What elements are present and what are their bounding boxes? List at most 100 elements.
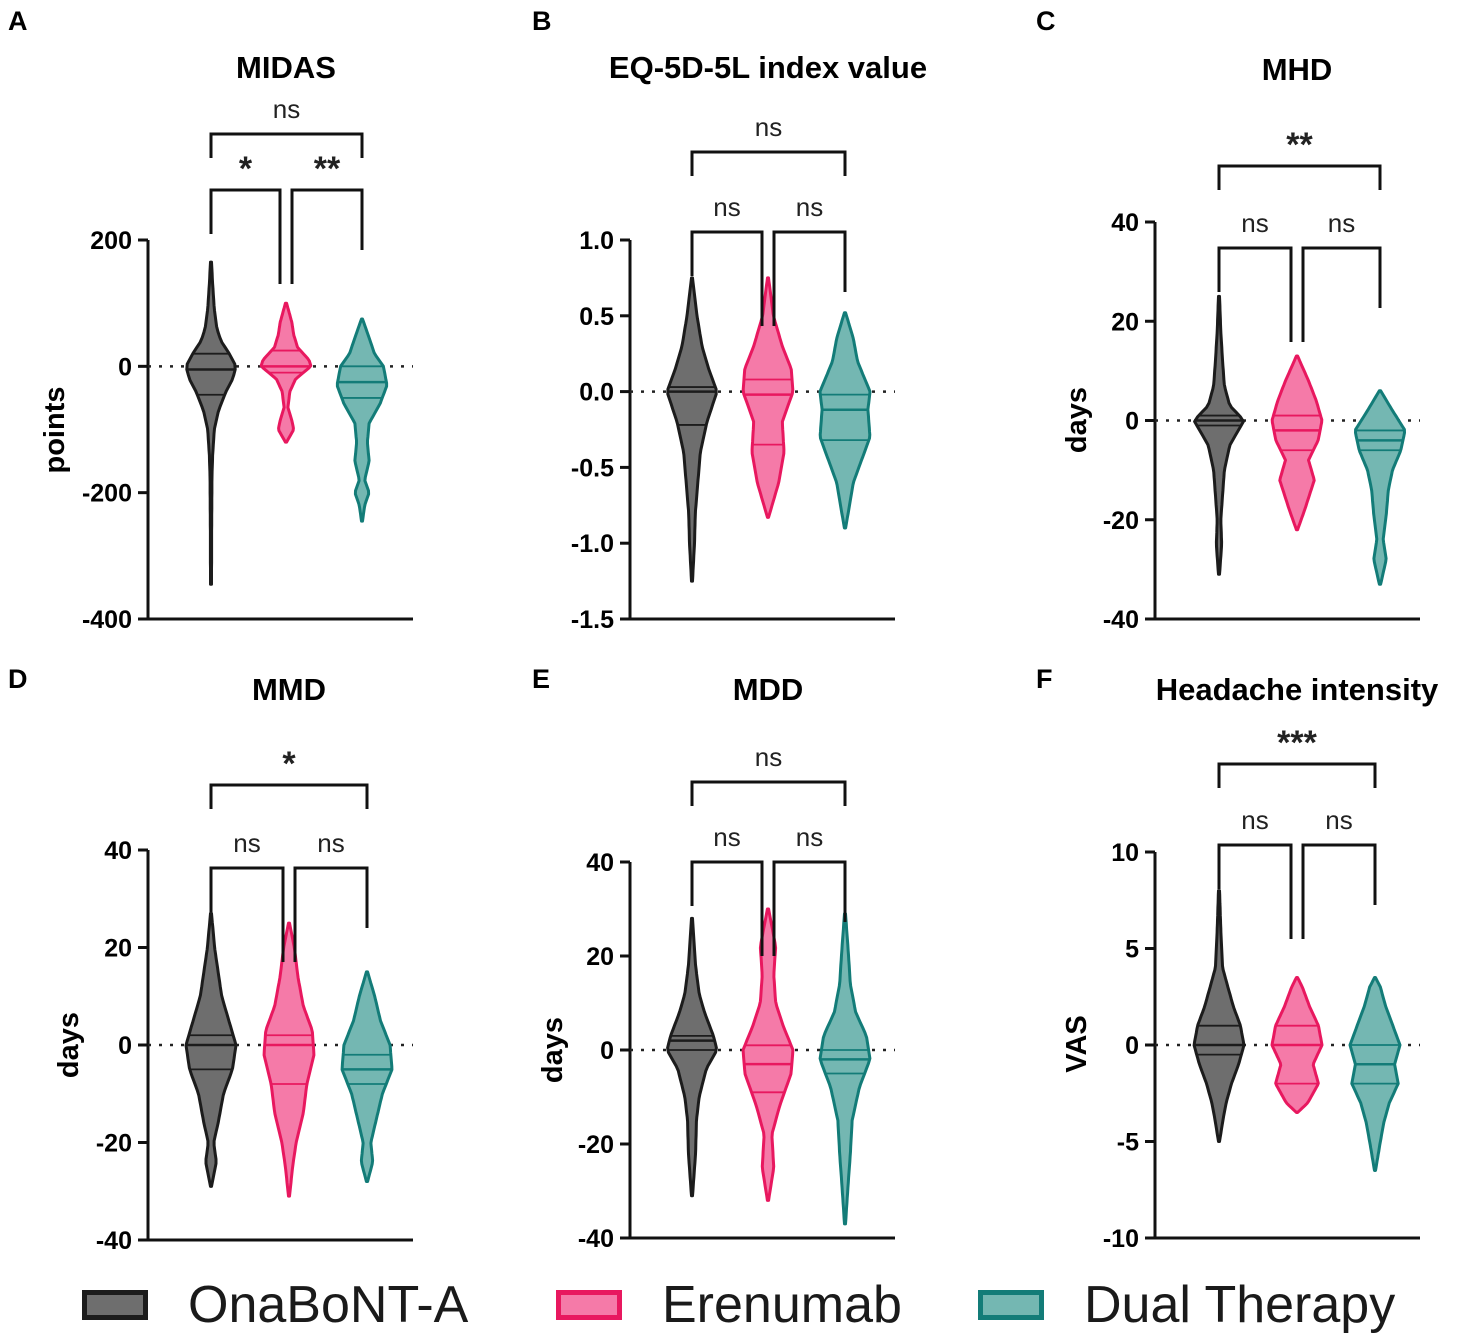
legend-swatch-erenumab <box>556 1290 622 1320</box>
legend-label-onabont: OnaBoNT-A <box>188 1276 469 1334</box>
y-tick-label: 20 <box>586 943 614 971</box>
significance-label: ns <box>317 828 344 858</box>
violin-body <box>262 921 316 1198</box>
bracket-line <box>690 860 764 956</box>
significance-label: ** <box>314 150 341 188</box>
significance-label: ns <box>755 112 782 142</box>
violin-erenumab <box>1270 354 1324 532</box>
panel-title: MIDAS <box>236 50 336 85</box>
violin-onabont <box>185 260 237 586</box>
y-tick-label: 0.0 <box>579 379 614 407</box>
y-axis-label: days <box>1061 387 1093 453</box>
significance-label: ns <box>755 742 782 772</box>
violin-body <box>335 317 389 523</box>
legend-label-erenumab: Erenumab <box>662 1276 902 1334</box>
y-tick-label: 0 <box>600 1037 614 1065</box>
violin-erenumab <box>259 301 313 444</box>
violin-erenumab <box>741 276 795 519</box>
bracket-line <box>690 230 764 326</box>
y-tick-label: -40 <box>578 1225 614 1253</box>
significance-bracket: ns <box>1217 805 1293 939</box>
y-tick-label: 0 <box>118 1032 132 1060</box>
y-tick-label: 10 <box>1111 839 1139 867</box>
bracket-line <box>293 866 369 962</box>
panel-title: MHD <box>1262 52 1333 87</box>
violin-dual <box>1348 976 1402 1172</box>
y-tick-label: 40 <box>1111 209 1139 237</box>
legend-item-erenumab: Erenumab <box>556 1270 902 1340</box>
y-tick-label: 5 <box>1125 936 1139 964</box>
panel-title: MDD <box>733 672 804 707</box>
y-axis-label: days <box>537 1017 569 1083</box>
y-tick-label: -200 <box>82 480 132 508</box>
y-tick-label: -40 <box>96 1227 132 1255</box>
panel-d: D MMD 40 20 0 -20 -40 days ns ns * <box>8 664 413 1255</box>
legend-item-onabont: OnaBoNT-A <box>82 1270 468 1340</box>
panel-title: EQ-5D-5L index value <box>609 50 927 85</box>
violin-body <box>741 276 795 519</box>
legend-swatch-onabont <box>82 1290 148 1320</box>
y-tick-label: 20 <box>104 935 132 963</box>
panel-c: C MHD 40 20 0 -20 -40 days ns ns ** <box>1036 6 1420 634</box>
violin-dual <box>340 970 394 1183</box>
violin-body <box>818 311 872 530</box>
y-tick-label: 1.0 <box>579 227 614 255</box>
y-tick-label: -20 <box>578 1131 614 1159</box>
violin-onabont <box>1192 889 1246 1143</box>
y-tick-label: 0 <box>118 353 132 381</box>
significance-bracket: ns <box>690 742 847 806</box>
significance-bracket: ns <box>293 828 369 962</box>
violin-onabont <box>666 276 718 583</box>
y-tick-label: 40 <box>586 849 614 877</box>
violin-body <box>1192 889 1246 1143</box>
significance-label: ns <box>1241 805 1268 835</box>
violin-onabont <box>1193 294 1245 576</box>
bracket-line <box>209 132 364 158</box>
significance-label: ns <box>233 828 260 858</box>
legend: OnaBoNT-A Erenumab Dual Therapy <box>0 1270 1477 1340</box>
violin-body <box>1193 294 1245 576</box>
violin-dual <box>335 317 389 523</box>
significance-bracket: ns <box>772 192 847 326</box>
significance-bracket: ns <box>1301 805 1377 939</box>
bracket-line <box>1217 246 1293 342</box>
significance-label: ns <box>1241 208 1268 238</box>
bracket-line <box>1217 164 1382 190</box>
violin-erenumab <box>262 921 316 1198</box>
significance-bracket: ** <box>1217 126 1382 190</box>
y-tick-label: -20 <box>1103 507 1139 535</box>
violin-erenumab <box>1270 976 1324 1114</box>
significance-label: ns <box>713 192 740 222</box>
significance-bracket: ns <box>1301 208 1382 342</box>
panel-e: E MDD 40 20 0 -20 -40 days ns ns ns <box>532 664 895 1253</box>
y-tick-label: -5 <box>1117 1129 1139 1157</box>
significance-bracket: * <box>209 150 282 284</box>
panel-f: F Headache intensity 10 5 0 -5 -10 VAS ns ns *** <box>1036 664 1439 1253</box>
bracket-line <box>690 150 847 176</box>
significance-bracket: ns <box>772 822 847 956</box>
significance-label: * <box>282 745 296 783</box>
bracket-line <box>209 188 282 284</box>
y-tick-label: -0.5 <box>571 454 614 482</box>
panel-letter: B <box>532 6 552 36</box>
violin-dual <box>1354 389 1406 586</box>
violin-body <box>1354 389 1406 586</box>
violin-body <box>1348 976 1402 1172</box>
significance-label: ns <box>796 822 823 852</box>
significance-bracket: ns <box>690 822 764 956</box>
panel-letter: C <box>1036 6 1056 36</box>
violin-body <box>184 911 238 1188</box>
bracket-line <box>772 230 847 326</box>
significance-bracket: * <box>209 745 369 809</box>
bracket-line <box>1301 843 1377 939</box>
significance-bracket: ns <box>690 192 764 326</box>
legend-swatch-dual <box>978 1290 1044 1320</box>
violin-dual <box>818 311 872 530</box>
bracket-line <box>690 780 847 806</box>
y-tick-label: -40 <box>1103 606 1139 634</box>
y-tick-label: -400 <box>82 606 132 634</box>
y-tick-label: 200 <box>90 227 132 255</box>
violin-body <box>666 276 718 583</box>
bracket-line <box>1217 843 1293 939</box>
